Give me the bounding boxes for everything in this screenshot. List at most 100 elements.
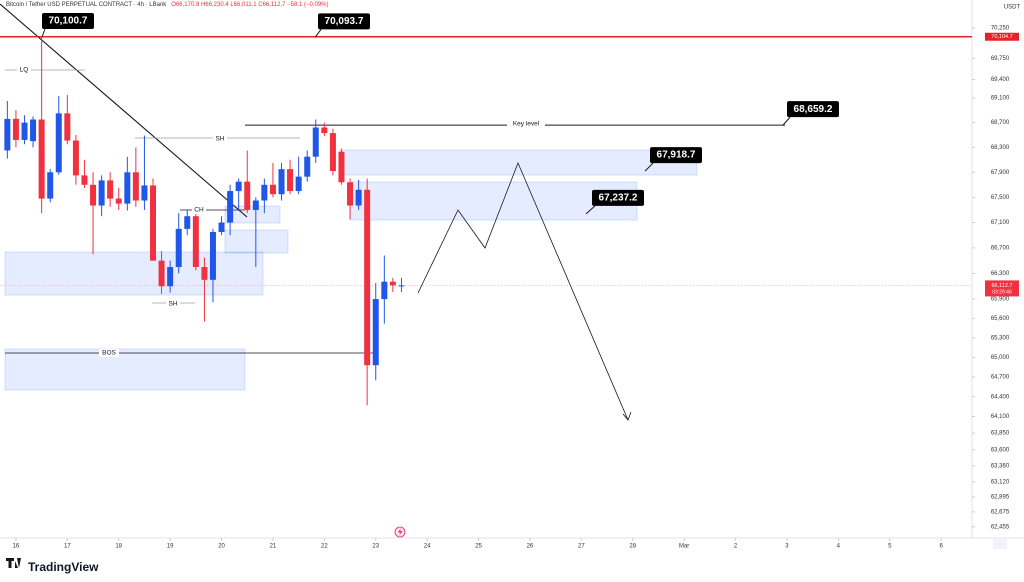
x-tick-label: 6 xyxy=(939,544,943,550)
x-tick-label: 24 xyxy=(424,544,431,550)
y-tick-label: 69,400 xyxy=(991,77,1010,83)
x-tick-label: 4 xyxy=(837,544,841,550)
candle-body xyxy=(90,184,97,206)
y-tick-label: 67,500 xyxy=(991,195,1010,201)
ohlc: O66,170.8 H66,230.4 L66,011.1 C66,112.7 … xyxy=(171,2,329,8)
callout-box xyxy=(318,13,370,30)
y-tick-label: 65,600 xyxy=(991,316,1010,322)
candle-body xyxy=(192,216,199,268)
y-tick-label: 68,700 xyxy=(991,120,1010,126)
settings-icon xyxy=(993,539,1007,549)
candle-body xyxy=(38,119,45,199)
candle-body xyxy=(124,172,131,204)
candle-body xyxy=(381,281,388,300)
callout-pointer xyxy=(41,28,46,38)
callout-label: 67,918.7 xyxy=(657,150,696,161)
x-tick-label: 22 xyxy=(321,544,328,550)
note: SH xyxy=(168,301,177,308)
candle-body xyxy=(158,260,165,287)
y-tick-label: 62,675 xyxy=(991,509,1010,515)
candle-body xyxy=(21,122,28,140)
event-icon-bolt xyxy=(398,528,403,536)
y-tick-label: 62,895 xyxy=(991,495,1010,501)
x-tick-label: 18 xyxy=(115,544,122,550)
candle-body xyxy=(218,222,225,233)
candle-body xyxy=(4,118,11,151)
brand-logo xyxy=(6,558,21,568)
y-tick-label: 64,100 xyxy=(991,414,1010,420)
candle-body xyxy=(184,216,191,229)
y-tick-label: 66,300 xyxy=(991,271,1010,277)
candle-body xyxy=(312,127,319,157)
last-price-label: 66,112.7 xyxy=(991,283,1012,289)
candle-body xyxy=(261,184,268,201)
y-tick-label: 64,400 xyxy=(991,394,1010,400)
zone xyxy=(224,205,281,224)
x-tick-label: 3 xyxy=(785,544,789,550)
symbol: Bitcoin / Tether USD PERPETUAL CONTRACT … xyxy=(6,2,167,8)
candle-body xyxy=(98,180,105,206)
projection-path xyxy=(417,161,629,421)
candle-body xyxy=(372,299,379,366)
y-tick-label: 66,700 xyxy=(991,245,1010,251)
y-unit: USDT xyxy=(1004,5,1021,11)
candle-body xyxy=(235,181,242,192)
y-tick-label: 64,700 xyxy=(991,375,1010,381)
candle-body xyxy=(398,285,405,287)
y-tick-label: 65,000 xyxy=(991,355,1010,361)
y-tick-label: 67,100 xyxy=(991,220,1010,226)
candle-body xyxy=(141,185,148,201)
zone xyxy=(4,348,246,391)
x-tick-label: 16 xyxy=(13,544,20,550)
y-tick-label: 62,455 xyxy=(991,524,1010,530)
callout-box xyxy=(787,101,839,118)
candle-body xyxy=(30,119,37,142)
candle-body xyxy=(227,191,234,223)
x-tick-label: 17 xyxy=(64,544,71,550)
header: Bitcoin / Tether USD PERPETUAL CONTRACT … xyxy=(6,2,334,8)
candle-body xyxy=(244,181,251,210)
x-tick-label: 25 xyxy=(475,544,482,550)
x-tick-label: 21 xyxy=(270,544,277,550)
x-tick-label: 23 xyxy=(372,544,379,550)
y-tick-label: 65,300 xyxy=(991,335,1010,341)
x-tick-label: 26 xyxy=(527,544,534,550)
zone xyxy=(4,251,264,296)
candle-body xyxy=(64,113,71,141)
callout-pointer xyxy=(314,29,322,38)
candle-body xyxy=(278,169,285,195)
callout-label: 70,100.7 xyxy=(49,16,88,27)
callout-pointer xyxy=(782,116,791,126)
price-line-tag xyxy=(985,32,1019,41)
x-tick-label: 19 xyxy=(167,544,174,550)
callout-box xyxy=(592,189,644,206)
candle-body xyxy=(167,267,174,287)
note: BOS xyxy=(102,350,116,357)
y-tick-label: 69,100 xyxy=(991,96,1010,102)
callout-box xyxy=(42,13,94,30)
callout-box xyxy=(650,147,702,164)
brand: TradingView xyxy=(28,560,99,574)
y-tick-label: 68,300 xyxy=(991,145,1010,151)
note-bg xyxy=(507,120,545,128)
y-tick-label: 69,750 xyxy=(991,56,1010,62)
note: LQ xyxy=(20,67,29,74)
candle-body xyxy=(150,185,157,261)
y-tick-label: 65,900 xyxy=(991,297,1010,303)
x-tick-label: 20 xyxy=(218,544,225,550)
note-bg xyxy=(166,300,180,308)
callout-pointer xyxy=(644,162,654,172)
candle-body xyxy=(355,189,362,206)
candle-body xyxy=(338,151,345,183)
note-bg xyxy=(17,66,31,74)
x-tick-label: Mar xyxy=(679,544,689,550)
y-tick-label: 63,120 xyxy=(991,479,1010,485)
callout-label: 67,237.2 xyxy=(599,193,638,204)
candle-body xyxy=(287,169,294,192)
y-tick-label: 67,900 xyxy=(991,170,1010,176)
candle-body xyxy=(201,267,208,280)
candle-body xyxy=(132,172,139,201)
price-line-label: 70,104.7 xyxy=(991,34,1012,40)
